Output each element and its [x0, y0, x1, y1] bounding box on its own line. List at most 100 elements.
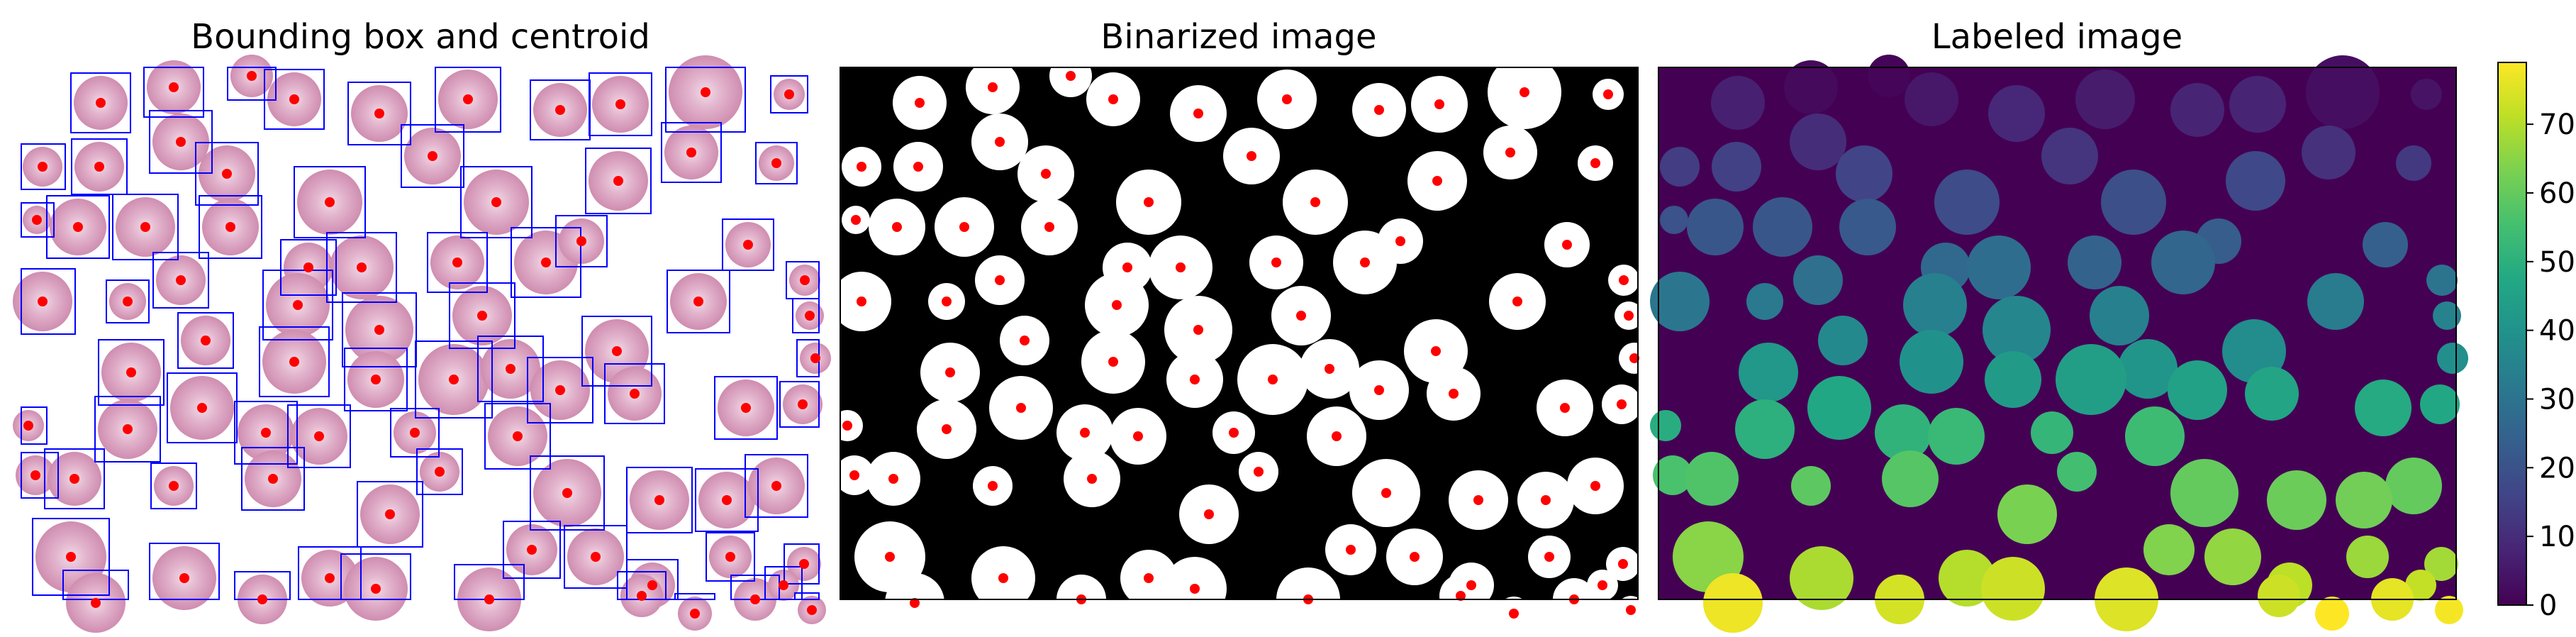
labeled-cell [2435, 596, 2463, 624]
colorbar-tick-label: 70 [2539, 109, 2575, 141]
centroid-dot [888, 474, 898, 484]
bounding-box [227, 67, 277, 101]
bounding-box [764, 566, 803, 600]
centroid-dot [1041, 169, 1051, 179]
labeled-cell [1660, 206, 1688, 234]
bounding-box [390, 408, 440, 458]
centroid-dot [741, 403, 751, 413]
labeled-cell [2056, 344, 2126, 415]
centroid-dot [842, 421, 852, 431]
labeled-cell [2125, 406, 2185, 466]
colorbar-tick-label: 20 [2539, 452, 2575, 484]
bounding-box [294, 166, 366, 238]
centroid-dot [1520, 87, 1529, 97]
centroid-dot [477, 311, 487, 321]
labeled-cell [2204, 528, 2261, 585]
labeled-cell [2101, 170, 2166, 235]
colorbar-tick-label: 30 [2539, 383, 2575, 416]
centroid-dot [1144, 573, 1154, 583]
labeled-cell [1836, 145, 1892, 202]
labeled-cell [2437, 343, 2468, 374]
centroid-dot [686, 148, 696, 157]
centroid-dot [771, 158, 781, 168]
labeled-cell [1739, 343, 1798, 402]
labeled-cell [1711, 76, 1765, 130]
bounding-box [259, 326, 330, 397]
panel-binarized: Binarized image [832, 17, 1650, 633]
bounding-box [46, 195, 110, 259]
centroid-dot [1374, 105, 1384, 115]
centroid-dot [491, 197, 501, 207]
centroid-dot [1512, 297, 1522, 306]
centroid-dot [1133, 431, 1143, 441]
centroid-dot [647, 580, 657, 590]
bounding-box [585, 148, 652, 214]
bounding-box [264, 69, 325, 130]
centroid-dot [1603, 89, 1613, 99]
centroid-dot [988, 82, 998, 92]
labeled-cell [1988, 85, 2045, 142]
centroid-dot [123, 424, 133, 434]
centroid-dot [851, 215, 861, 225]
centroid-dot [66, 552, 76, 562]
centroid-dot [1590, 481, 1600, 491]
centroid-dot [1562, 240, 1572, 250]
colorbar-tick-label: 0 [2539, 589, 2557, 622]
bounding-box [511, 227, 581, 298]
centroid-dot [1254, 467, 1264, 477]
centroid-dot [410, 428, 420, 438]
labeled-cell [1784, 60, 1838, 114]
bounding-box [530, 455, 605, 531]
labeled-cell [1934, 170, 2000, 235]
bounding-box [564, 525, 628, 589]
centroid-dot [654, 495, 664, 505]
bounding-box [714, 376, 778, 440]
labeled-cell [1928, 408, 1985, 465]
bounding-box [44, 448, 105, 509]
centroid-dot [1618, 559, 1628, 569]
centroid-dot [1176, 262, 1186, 272]
centroid-dot [690, 609, 700, 619]
centroid-dot [1229, 428, 1239, 438]
centroid-dot [1190, 375, 1200, 384]
centroid-dot [30, 470, 40, 480]
bounding-box [94, 396, 161, 462]
bounding-box [177, 312, 234, 369]
centroid-dot [857, 297, 866, 306]
centroid-dot [1541, 495, 1551, 505]
bounding-box [695, 468, 759, 532]
centroid-dot [1112, 300, 1122, 310]
centroid-dot [784, 89, 794, 99]
bounding-box [262, 270, 333, 340]
labeled-cell [1660, 147, 1700, 187]
bounding-boxes [21, 67, 820, 600]
centroid-dot [257, 594, 267, 604]
panel-bounding-box: Bounding box and centroid [13, 17, 831, 633]
centroid-dot [449, 375, 459, 384]
centroid-dot [325, 197, 335, 207]
centroid-dot [289, 357, 299, 367]
centroid-dot [807, 605, 817, 615]
centroid-dot [1432, 176, 1442, 186]
centroid-dot [357, 262, 367, 272]
bounding-box [106, 279, 150, 323]
labeled-frame [1658, 67, 2457, 600]
bounding-box [674, 593, 715, 600]
centroid-dot [1360, 257, 1370, 267]
bounding-box [416, 448, 463, 495]
centroid-dot [371, 584, 381, 594]
bounding-box [326, 232, 397, 303]
panel-labeled: Labeled image [1650, 17, 2468, 633]
centroid-dot [1473, 495, 1483, 505]
centroid-dot [612, 346, 622, 356]
labeled-cell [2057, 452, 2097, 492]
labeled-cell [2424, 547, 2458, 581]
colorbar-gradient [2497, 62, 2527, 606]
bounding-box [152, 252, 209, 309]
labeled-cell [1807, 376, 1871, 440]
centroid-dot [1410, 552, 1420, 562]
labeled-cell [1983, 296, 2051, 364]
centroid-dot [1619, 275, 1629, 285]
centroid-dot [1122, 262, 1132, 272]
